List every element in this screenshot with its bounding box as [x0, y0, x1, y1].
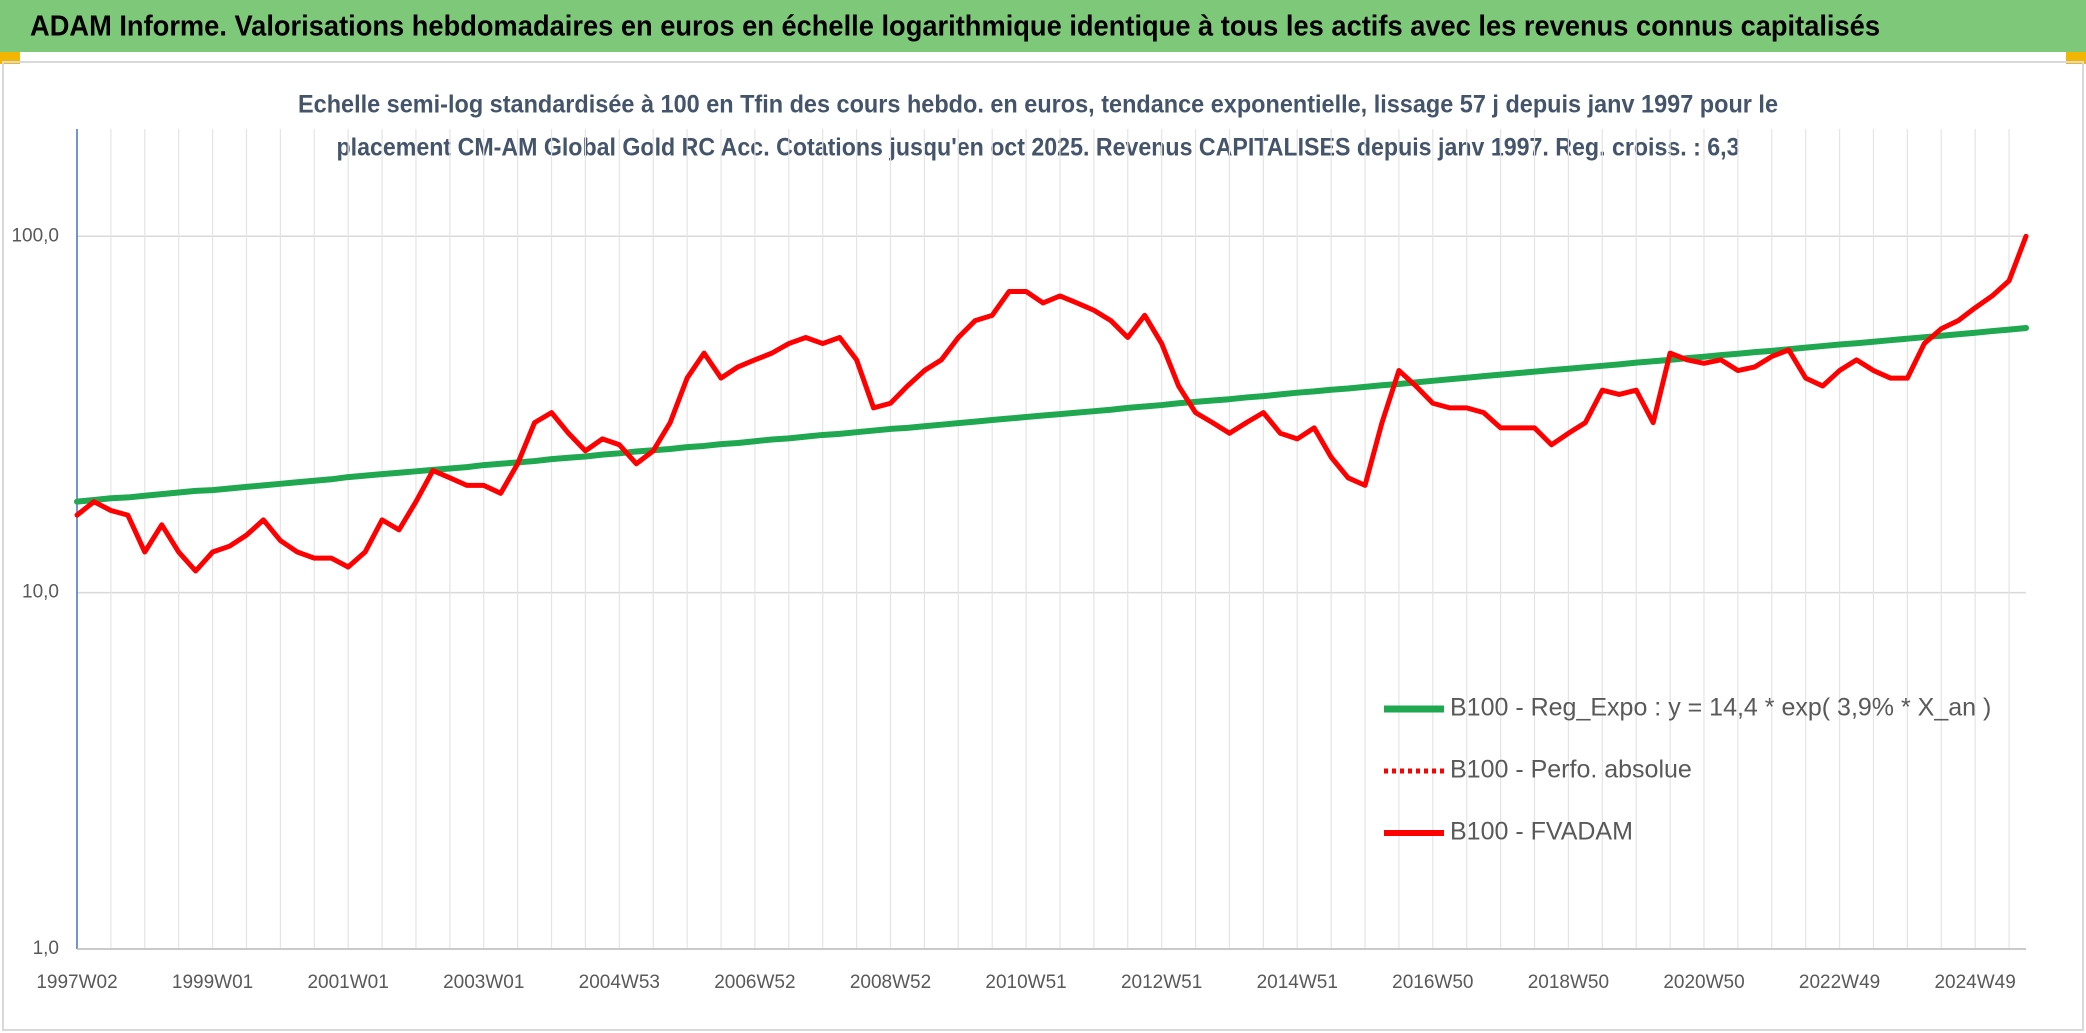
legend-label: B100 - Perfo. absolue	[1450, 756, 1692, 784]
x-tick-label: 2012W51	[1121, 972, 1202, 993]
x-tick-label: 2018W50	[1528, 972, 1609, 993]
x-tick-label: 2022W49	[1799, 972, 1880, 993]
data-line	[74, 324, 2029, 505]
y-tick-label: 10,0	[22, 582, 59, 603]
legend-label: B100 - FVADAM	[1450, 818, 1633, 846]
subtitle-line: placement CM-AM Global Gold RC Acc. Cota…	[337, 134, 1740, 162]
y-tick-label: 1,0	[33, 938, 59, 959]
x-tick-label: 2010W51	[985, 972, 1066, 993]
x-tick-label: 2024W49	[1934, 972, 2015, 993]
x-tick-label: 2001W01	[307, 972, 388, 993]
legend-label: B100 - Reg_Expo : y = 14,4 * exp( 3,9% *…	[1450, 694, 1991, 722]
panel-border	[2, 61, 2084, 1031]
x-tick-label: 2006W52	[714, 972, 795, 993]
data-line	[74, 233, 2029, 574]
x-tick-label: 2014W51	[1257, 972, 1338, 993]
x-tick-label: 1997W02	[36, 972, 117, 993]
header-bar	[0, 0, 2086, 52]
header-title: ADAM Informe. Valorisations hebdomadaire…	[30, 11, 1880, 43]
subtitle-line: Echelle semi-log standardisée à 100 en T…	[298, 91, 1778, 119]
x-tick-label: 2008W52	[850, 972, 931, 993]
x-tick-label: 1999W01	[172, 972, 253, 993]
x-tick-label: 2016W50	[1392, 972, 1473, 993]
x-tick-label: 2004W53	[579, 972, 660, 993]
y-tick-label: 100,0	[11, 225, 59, 246]
x-tick-label: 2003W01	[443, 972, 524, 993]
x-tick-label: 2020W50	[1663, 972, 1744, 993]
